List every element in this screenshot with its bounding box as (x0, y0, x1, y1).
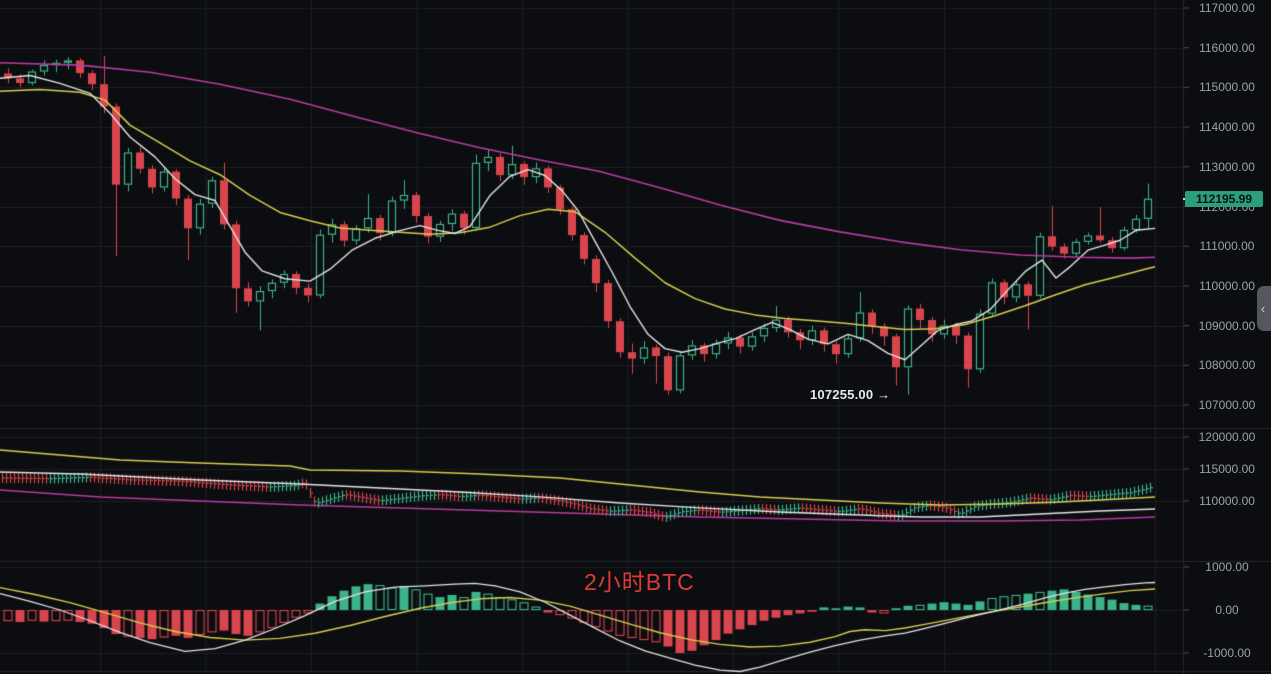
current-price-label: 112195.99 (1185, 190, 1263, 207)
price-axis[interactable]: 117000.00 116000.00 115000.00 114000.00 1130… (1183, 0, 1271, 674)
axis-price-label: 116000.00 (1199, 40, 1255, 55)
axis-price-label: 108000.00 (1198, 358, 1256, 373)
axis-price-label: 1000.00 (1205, 560, 1249, 574)
axis-price-label: 0.00 (1215, 603, 1239, 617)
axis-price-label: 113000.00 (1199, 159, 1255, 174)
axis-price-label: -1000.00 (1203, 646, 1251, 660)
low-price-annotation: 107255.00 → (810, 387, 891, 402)
axis-price-label: 110000.00 (1199, 278, 1255, 293)
axis-price-label: 107000.00 (1198, 398, 1256, 412)
pane-title: 2小时BTC (584, 569, 695, 595)
chevron-left-icon: ‹ (1260, 301, 1266, 316)
axis-price-label: 120000.00 (1198, 430, 1256, 444)
axis-price-label: 114000.00 (1199, 120, 1255, 135)
axis-price-label: 111000.00 (1199, 239, 1255, 254)
axis-price-label: 110000.00 (1199, 494, 1255, 508)
axis-collapse-handle[interactable]: ‹ (1257, 286, 1271, 331)
axis-price-label: 109000.00 (1198, 318, 1256, 333)
current-price-value: 112195.99 (1195, 191, 1253, 206)
axis-price-label: 117000.00 (1199, 1, 1255, 15)
axis-price-label: 115000.00 (1199, 80, 1255, 95)
axis-price-label: 115000.00 (1199, 462, 1255, 476)
